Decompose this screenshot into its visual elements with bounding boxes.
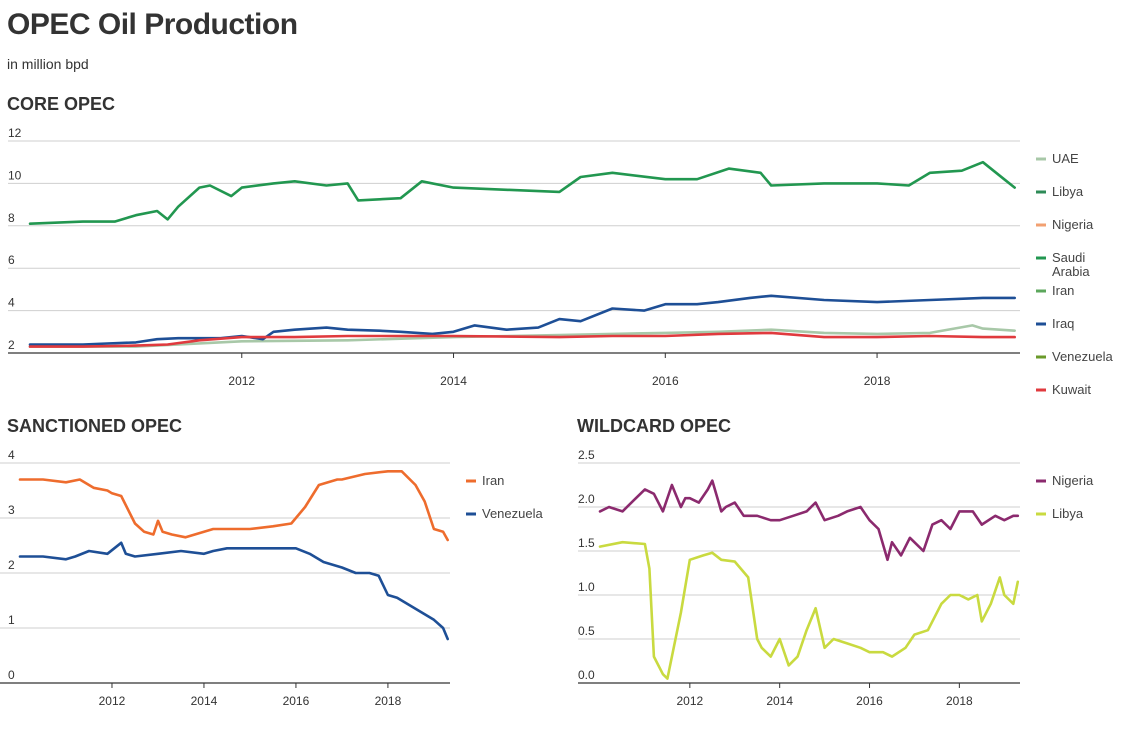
- wildcard-y-tick-label: 0.0: [578, 668, 595, 682]
- sanctioned-legend-label: Venezuela: [482, 506, 543, 521]
- core-legend-label: UAE: [1052, 151, 1079, 166]
- page-subtitle: in million bpd: [7, 56, 89, 72]
- wildcard-legend-label: Libya: [1052, 506, 1084, 521]
- wildcard-series-line-libya: [598, 540, 1020, 680]
- wildcard-opec-title: WILDCARD OPEC: [577, 416, 731, 436]
- wildcard-x-tick-label: 2014: [766, 694, 793, 708]
- wildcard-x-tick-label: 2012: [676, 694, 703, 708]
- sanctioned-x-tick-label: 2018: [375, 694, 402, 708]
- wildcard-y-tick-label: 2.0: [578, 492, 595, 506]
- sanctioned-x-tick-label: 2016: [283, 694, 310, 708]
- wildcard-x-tick-label: 2016: [856, 694, 883, 708]
- wildcard-legend-label: Nigeria: [1052, 473, 1094, 488]
- core-legend-label: Nigeria: [1052, 217, 1094, 232]
- core-legend-label: Iran: [1052, 283, 1074, 298]
- sanctioned-series-line-iran: [18, 469, 450, 542]
- core-legend-label: Libya: [1052, 184, 1084, 199]
- sanctioned-x-tick-label: 2012: [99, 694, 126, 708]
- core-legend-label: Saudi Arabia: [1052, 250, 1090, 279]
- core-series-line-uae: [28, 324, 1017, 348]
- sanctioned-x-tick-label: 2014: [191, 694, 218, 708]
- sanctioned-y-tick-label: 3: [8, 503, 15, 517]
- wildcard-series-line-nigeria: [598, 479, 1020, 562]
- sanctioned-y-tick-label: 1: [8, 613, 15, 627]
- wildcard-y-tick-label: 0.5: [578, 624, 595, 638]
- core-legend-label: Iraq: [1052, 316, 1074, 331]
- core-y-tick-label: 4: [8, 296, 15, 310]
- core-y-tick-label: 12: [8, 126, 22, 140]
- core-x-tick-label: 2018: [864, 374, 891, 388]
- core-y-tick-label: 10: [8, 168, 22, 182]
- wildcard-y-tick-label: 1.0: [578, 580, 595, 594]
- core-x-tick-label: 2012: [228, 374, 255, 388]
- sanctioned-legend-label: Iran: [482, 473, 504, 488]
- sanctioned-series-line-venezuela: [18, 541, 450, 641]
- core-x-tick-label: 2014: [440, 374, 467, 388]
- core-x-tick-label: 2016: [652, 374, 679, 388]
- core-legend-label: Venezuela: [1052, 349, 1113, 364]
- page-title: OPEC Oil Production: [7, 8, 298, 41]
- sanctioned-opec-title: SANCTIONED OPEC: [7, 416, 183, 436]
- core-series-line-kuwait: [28, 331, 1017, 348]
- sanctioned-y-tick-label: 4: [8, 448, 15, 462]
- wildcard-y-tick-label: 1.5: [578, 536, 595, 550]
- wildcard-x-tick-label: 2018: [946, 694, 973, 708]
- core-y-tick-label: 2: [8, 338, 15, 352]
- core-y-tick-label: 6: [8, 253, 15, 267]
- sanctioned-y-tick-label: 2: [8, 558, 15, 572]
- core-opec-title: CORE OPEC: [7, 94, 116, 114]
- wildcard-y-tick-label: 2.5: [578, 448, 595, 462]
- core-series-line-saudi-arabia: [28, 160, 1017, 225]
- core-y-tick-label: 8: [8, 211, 15, 225]
- sanctioned-y-tick-label: 0: [8, 668, 15, 682]
- core-legend-label: Kuwait: [1052, 382, 1091, 397]
